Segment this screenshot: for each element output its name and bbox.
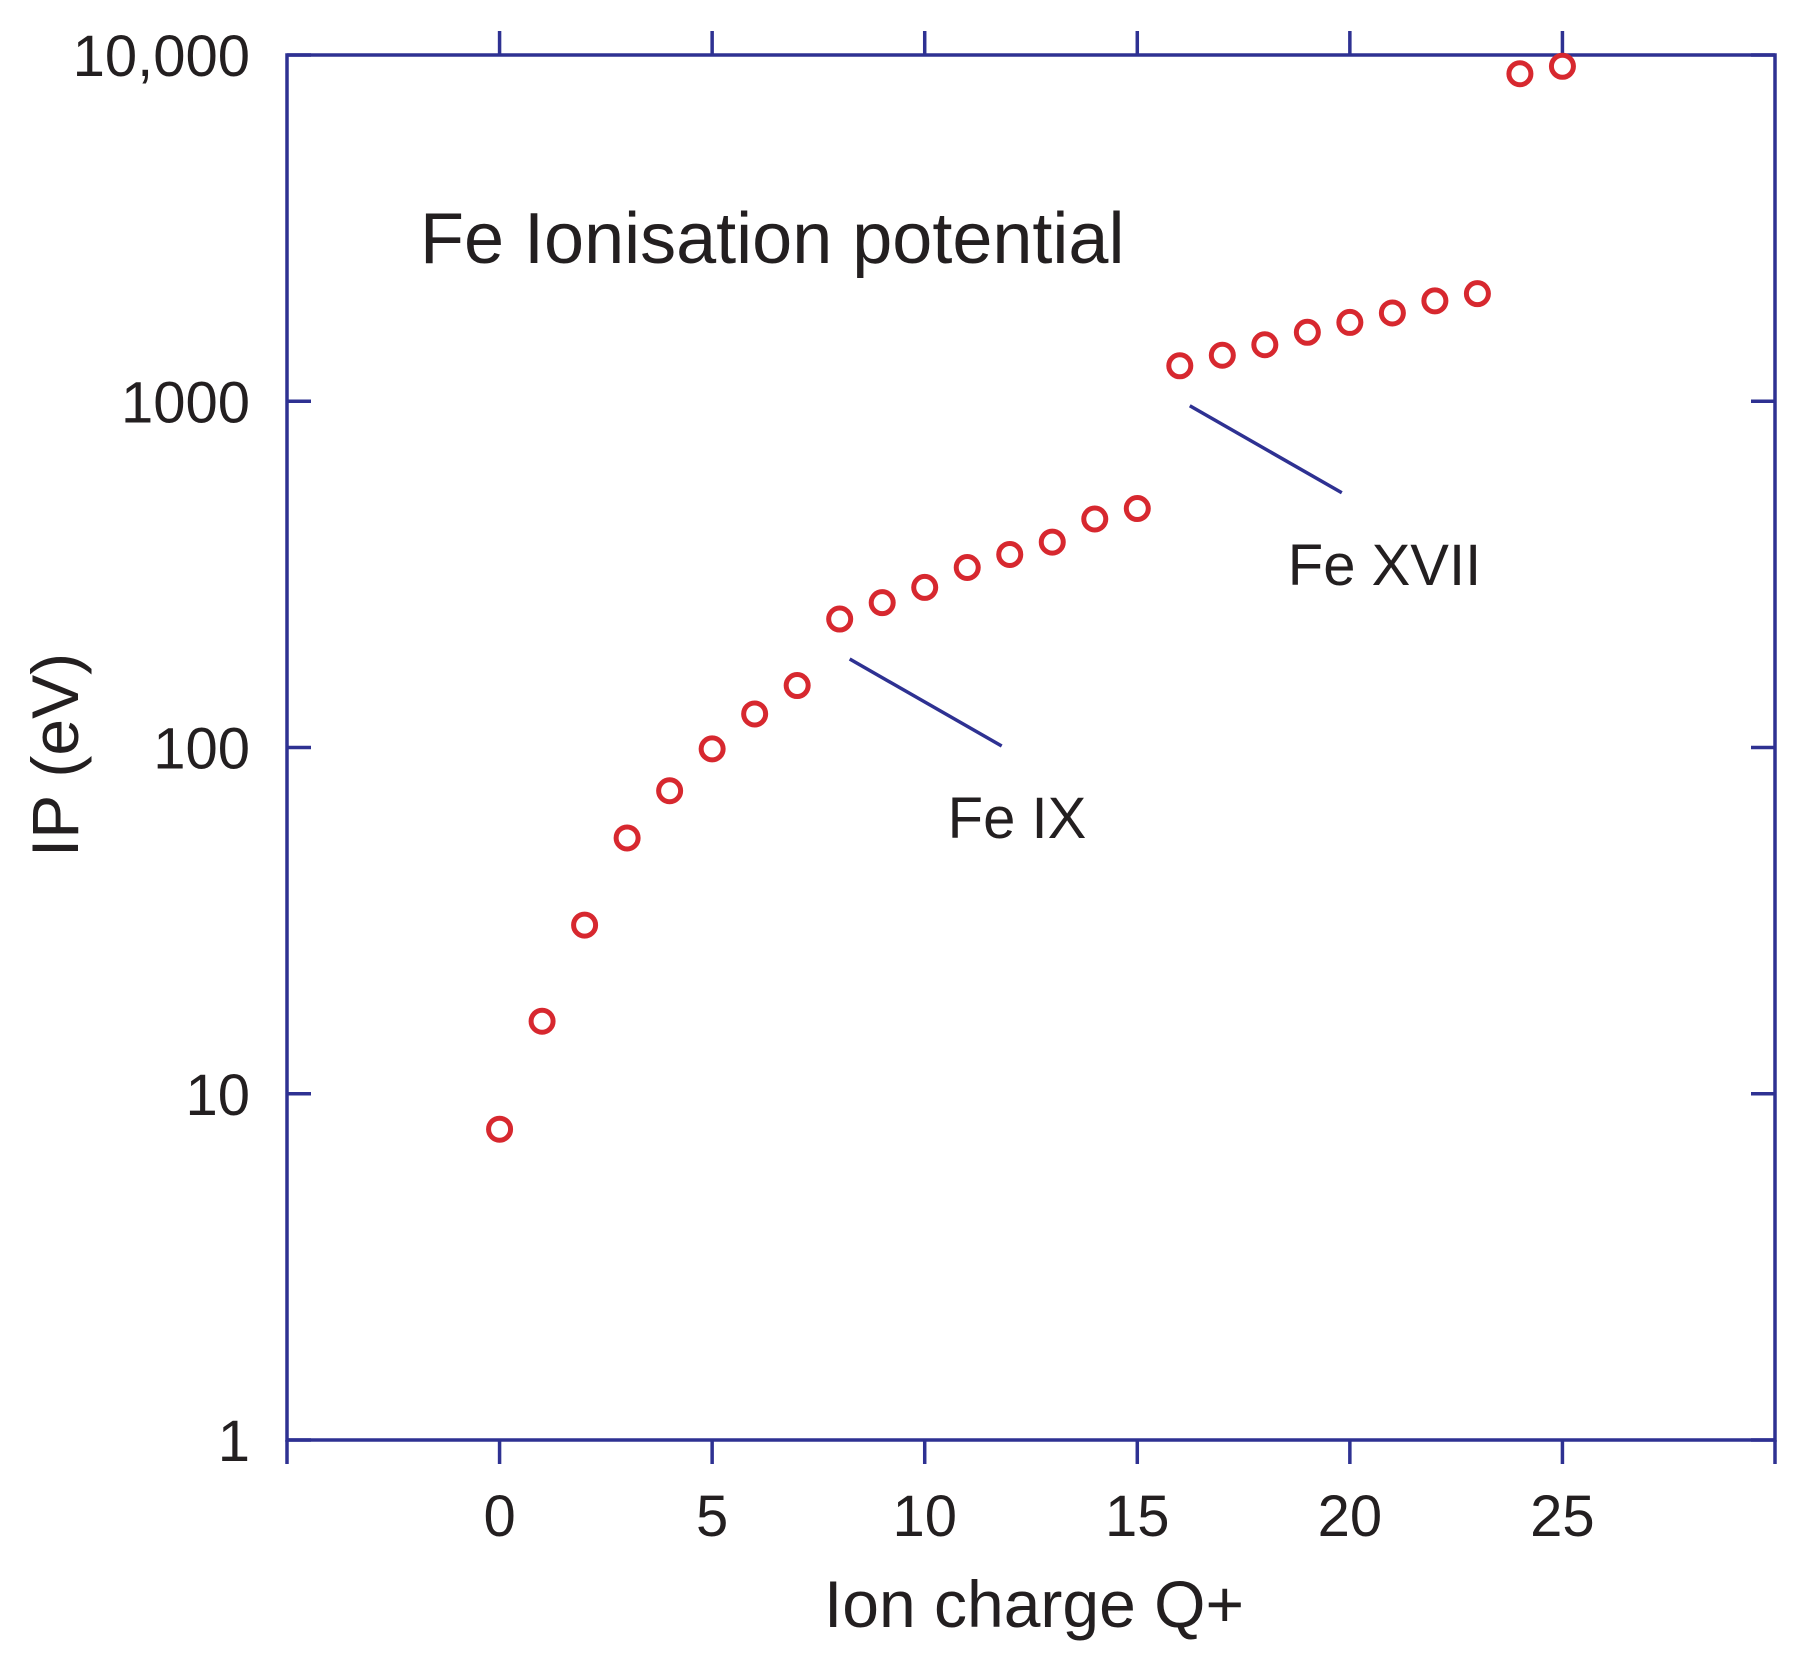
x-axis-ticks: 0 5 10 15 20 25: [285, 31, 1777, 1549]
data-point: [1421, 287, 1449, 315]
data-point: [741, 700, 769, 728]
annotation-label: Fe XVII: [1288, 533, 1481, 598]
data-point: [826, 605, 854, 633]
y-tick-label: 1000: [121, 370, 250, 435]
x-tick-label: 20: [1318, 1484, 1383, 1549]
x-tick-label: 25: [1530, 1484, 1595, 1549]
y-tick-label: 1: [218, 1409, 250, 1474]
data-point: [1166, 352, 1194, 380]
annotation-leader-line: [1188, 404, 1343, 495]
annotation-leader-line: [848, 657, 1003, 748]
data-series: [486, 52, 1576, 1143]
data-point: [911, 573, 939, 601]
data-point: [613, 824, 641, 852]
data-point: [1506, 60, 1534, 88]
chart-title: Fe Ionisation potential: [420, 199, 1124, 279]
data-point: [953, 554, 981, 582]
annotation-label: Fe IX: [948, 786, 1087, 851]
data-point: [1548, 52, 1576, 80]
x-tick-label: 15: [1105, 1484, 1170, 1549]
data-point: [528, 1007, 556, 1035]
y-tick-label: 10,000: [73, 24, 250, 89]
data-point: [698, 735, 726, 763]
data-point: [571, 911, 599, 939]
data-point: [1463, 280, 1491, 308]
x-tick-label: 0: [483, 1484, 515, 1549]
data-point: [1038, 528, 1066, 556]
data-point: [1251, 331, 1279, 359]
data-point: [1293, 318, 1321, 346]
y-tick-label: 10: [185, 1063, 250, 1128]
data-point: [656, 777, 684, 805]
data-point: [1123, 495, 1151, 523]
y-tick-label: 100: [153, 717, 250, 782]
data-point: [1081, 505, 1109, 533]
data-point: [868, 589, 896, 617]
y-axis-ticks: 1 10 100 1000 10,000: [73, 24, 1775, 1474]
y-axis-title: IP (eV): [18, 653, 92, 857]
data-point: [1336, 308, 1364, 336]
data-point: [783, 672, 811, 700]
x-tick-label: 5: [696, 1484, 728, 1549]
data-point: [1208, 341, 1236, 369]
data-point: [486, 1115, 514, 1143]
data-point: [1378, 299, 1406, 327]
x-axis-title: Ion charge Q+: [824, 1567, 1244, 1641]
annotations: Fe IX Fe XVII: [848, 404, 1481, 851]
x-tick-label: 10: [892, 1484, 957, 1549]
data-point: [996, 540, 1024, 568]
